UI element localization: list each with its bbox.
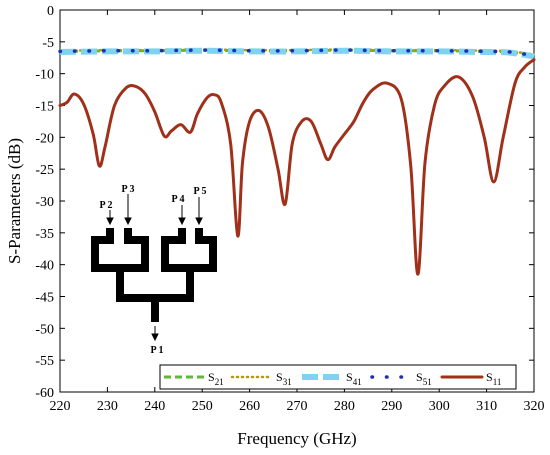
- y-tick-label: -50: [35, 322, 54, 337]
- x-tick-label: 280: [334, 399, 355, 414]
- x-tick-label: 270: [287, 399, 308, 414]
- legend-label-base: S: [276, 370, 283, 384]
- port3-arrow-head: [124, 217, 132, 226]
- y-tick-label: -35: [35, 227, 54, 242]
- plot-area: [59, 9, 535, 393]
- y-tick-label: -25: [35, 163, 54, 178]
- port2-arrow-head: [106, 217, 114, 226]
- legend-label-subscript: 41: [353, 377, 362, 387]
- legend-label-s41: S41: [346, 370, 362, 387]
- legend-items: S21 S31 S41 S51 S11: [164, 370, 501, 387]
- port5-label: P 5: [193, 186, 206, 197]
- port-labels: P 2 P 3 P 4 P 5 P 1: [99, 184, 206, 356]
- legend-label-subscript: 11: [493, 377, 502, 387]
- x-tick-label: 260: [239, 399, 260, 414]
- legend-label-base: S: [416, 370, 423, 384]
- y-tick-label: -20: [35, 131, 54, 146]
- x-tick-label: 300: [429, 399, 450, 414]
- divider-branch-left: [120, 228, 149, 272]
- legend-label-base: S: [208, 370, 215, 384]
- x-tick-label: 240: [144, 399, 165, 414]
- divider-trunk: [91, 228, 159, 322]
- plot-frame: [59, 9, 535, 393]
- divider-branch-right-inner: [190, 228, 217, 272]
- legend: S21 S31 S41 S51 S11: [159, 364, 517, 390]
- y-tick-label: -40: [35, 259, 54, 274]
- port1-label: P 1: [150, 345, 163, 356]
- x-axis-title: Frequency (GHz): [237, 429, 356, 448]
- x-tick-label: 220: [50, 399, 71, 414]
- series-line-s11: [58, 58, 536, 276]
- legend-label-s21: S21: [208, 370, 224, 387]
- port3-label: P 3: [121, 184, 134, 195]
- x-tick-label: 230: [97, 399, 118, 414]
- legend-label-base: S: [346, 370, 353, 384]
- legend-label-s11: S11: [486, 370, 501, 387]
- y-tick-label: -55: [35, 354, 54, 369]
- y-tick-label: -5: [42, 36, 54, 51]
- x-tick-label: 310: [476, 399, 497, 414]
- legend-label-s51: S51: [416, 370, 432, 387]
- x-tick-label: 290: [381, 399, 402, 414]
- x-tick-label: 250: [192, 399, 213, 414]
- divider-branch-right-outer: [155, 228, 194, 302]
- legend-label-subscript: 51: [423, 377, 432, 387]
- x-tick-label: 320: [524, 399, 545, 414]
- y-tick-label: -10: [35, 68, 54, 83]
- port4-arrow-head: [178, 217, 186, 226]
- legend-label-subscript: 21: [215, 377, 224, 387]
- power-divider-inset: [91, 228, 217, 322]
- y-tick-label: 0: [47, 4, 54, 19]
- series-line-s51: [58, 48, 536, 58]
- port2-label: P 2: [99, 200, 112, 211]
- port-arrows: [106, 194, 203, 342]
- y-tick-label: -30: [35, 195, 54, 210]
- port4-label: P 4: [171, 194, 184, 205]
- y-tick-label: -45: [35, 291, 54, 306]
- port1-arrow-head: [151, 333, 159, 342]
- legend-label-subscript: 31: [283, 377, 292, 387]
- y-axis-ticks: 0 -5 -10 -15 -20 -25 -30 -35 -40 -45 -50 -55 -60: [35, 4, 534, 401]
- legend-label-s31: S31: [276, 370, 292, 387]
- y-tick-label: -60: [35, 386, 54, 401]
- y-tick-label: -15: [35, 100, 54, 115]
- port5-arrow-head: [195, 217, 203, 226]
- legend-label-base: S: [486, 370, 493, 384]
- y-axis-title: S-Parameters (dB): [5, 138, 24, 264]
- series-layer: [58, 47, 536, 276]
